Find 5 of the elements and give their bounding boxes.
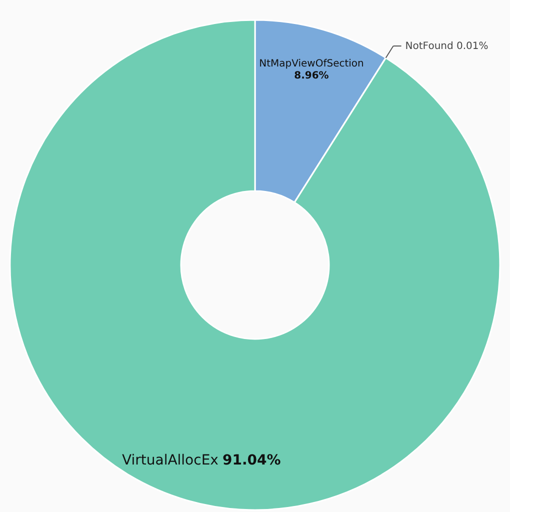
data-label: 8.96% — [294, 70, 329, 82]
slice-label: NotFound 0.01% — [405, 41, 488, 52]
slice-label: VirtualAllocEx — [122, 452, 218, 468]
slice-label: NtMapViewOfSection — [259, 58, 364, 70]
data-label: 91.04% — [222, 452, 281, 468]
